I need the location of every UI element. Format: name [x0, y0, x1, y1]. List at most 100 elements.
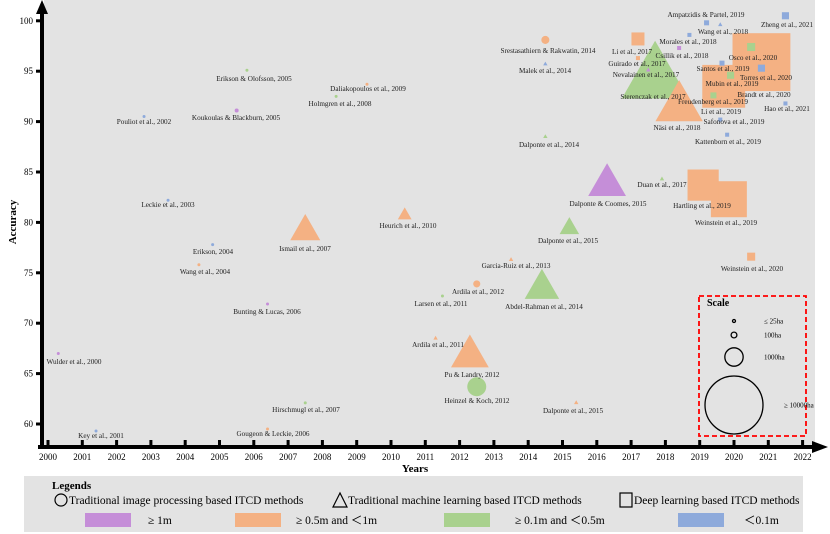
data-point-square: [710, 92, 717, 99]
x-tick-mark: [80, 440, 84, 446]
x-tick-mark: [561, 440, 564, 446]
x-tick-label: 2018: [656, 452, 675, 462]
x-tick-label: 2009: [348, 452, 367, 462]
data-point-square: [747, 42, 756, 52]
x-tick-mark: [252, 440, 256, 446]
data-point-square: [757, 64, 765, 72]
data-point-label: Mubin et al., 2019: [706, 80, 759, 88]
x-tick-label: 2010: [382, 452, 401, 462]
data-point-label: Leckie et al., 2003: [141, 201, 195, 209]
x-tick-mark: [732, 440, 736, 446]
data-point-triangle: [574, 400, 579, 405]
data-point-label: Nevalainen et al., 2017: [613, 71, 680, 79]
data-point-triangle: [397, 207, 412, 220]
x-tick-label: 2012: [451, 452, 469, 462]
x-tick-label: 2007: [279, 452, 298, 462]
x-tick-mark: [458, 440, 462, 446]
legend-resolution-label: ≥ 0.1m and ＜0.5m: [515, 515, 605, 527]
data-point-circle: [234, 108, 239, 113]
data-point-label: Heurich et al., 2010: [380, 222, 437, 230]
x-tick-mark: [423, 440, 427, 446]
data-point-triangle: [659, 176, 665, 181]
scale-label: ≤ 25ha: [764, 318, 784, 326]
data-point-label: Weinstein et al., 2020: [721, 265, 784, 273]
data-point-square: [677, 46, 682, 51]
x-tick-mark: [389, 440, 393, 446]
x-tick-label: 2015: [554, 452, 573, 462]
y-tick-label: 85: [24, 167, 34, 177]
legend-triangle-icon: [332, 491, 348, 508]
data-point-label: Ampatzidis & Partel, 2019: [667, 11, 744, 19]
x-tick-mark: [149, 440, 153, 446]
data-point-label: Erikson & Olofsson, 2005: [216, 75, 292, 83]
data-point-triangle: [450, 334, 489, 368]
x-tick-label: 2022: [794, 452, 812, 462]
x-tick-label: 2002: [108, 452, 126, 462]
data-point-triangle: [621, 40, 689, 99]
data-point-circle: [266, 427, 270, 431]
x-axis-arrow-icon: [812, 441, 828, 453]
data-point-label: Ardila et al., 2012: [452, 288, 505, 296]
data-point-circle: [541, 35, 550, 44]
y-tick-label: 95: [24, 66, 34, 76]
data-point-circle: [245, 68, 249, 72]
x-tick-mark: [320, 440, 324, 446]
y-tick-label: 90: [24, 117, 34, 127]
data-point-label: Gougeon & Leckie, 2006: [236, 430, 309, 438]
scale-circle-icon: [724, 347, 744, 367]
scale-box: Scale ≤ 25ha 100ha 1000ha ≥ 10000ha: [698, 295, 815, 437]
x-tick-label: 2016: [588, 452, 607, 462]
data-point-label: Santos et al., 2019: [697, 65, 750, 73]
x-tick-mark: [629, 440, 633, 446]
data-point-label: Li et al., 2019: [701, 108, 742, 116]
data-point-label: Srestasathiern & Rakwatin, 2014: [500, 47, 595, 55]
data-point-circle: [56, 351, 60, 355]
x-tick-mark: [286, 440, 290, 446]
data-point-label: Erikson, 2004: [193, 248, 234, 256]
data-point-square: [687, 32, 692, 37]
legend-color-swatch: [85, 513, 131, 527]
data-point-circle: [266, 302, 270, 306]
data-point-label: Holmgren et al., 2008: [309, 100, 372, 108]
x-tick-mark: [492, 440, 496, 446]
x-tick-label: 2021: [759, 452, 777, 462]
data-point-label: Koukoulas & Blackburn, 2005: [192, 114, 281, 122]
data-point-label: Dalponte & Coomes, 2015: [569, 200, 646, 208]
data-point-circle: [211, 243, 215, 247]
y-axis-title: Accuracy: [7, 199, 19, 244]
legend-shape-label: Traditional machine learning based ITCD …: [348, 495, 582, 507]
data-point-square: [635, 56, 640, 61]
x-tick-label: 2008: [313, 452, 332, 462]
x-tick-mark: [663, 440, 667, 446]
data-point-label: Bunting & Lucas, 2006: [233, 308, 301, 316]
scale-circle-icon: [731, 318, 737, 324]
x-tick-label: 2017: [622, 452, 641, 462]
data-point-label: Duan et al., 2017: [637, 181, 687, 189]
data-point-square: [704, 20, 710, 26]
data-point-label: Ismail et al., 2007: [279, 245, 331, 253]
data-point-label: Zheng et al., 2021: [761, 21, 814, 29]
data-point-label: Li et al., 2017: [612, 48, 653, 56]
data-point-label: Hartling et al., 2019: [673, 202, 731, 210]
data-point-label: Pu & Landry, 2012: [444, 371, 499, 379]
legend-color-swatch: [444, 513, 490, 527]
x-tick-label: 2005: [211, 452, 230, 462]
y-tick-mark: [36, 170, 42, 174]
data-point-triangle: [508, 257, 514, 261]
scale-circle-icon: [704, 375, 764, 435]
data-labels: Wulder et al., 2000 Key et al., 2001 Pouli…: [47, 11, 814, 440]
data-point-label: Weinstein et al., 2019: [695, 219, 758, 227]
legend-circle-icon: [54, 493, 68, 507]
x-tick-label: 2001: [73, 452, 91, 462]
data-point-label: Key et al., 2001: [78, 432, 124, 440]
x-tick-label: 2003: [142, 452, 161, 462]
y-tick-mark: [36, 19, 42, 23]
legend-shape-label: Deep learning based ITCD methods: [634, 495, 800, 507]
data-point-label: Dalponte et al., 2015: [538, 237, 598, 245]
data-point-triangle: [290, 214, 321, 241]
data-point-square: [781, 12, 789, 20]
x-tick-label: 2004: [176, 452, 195, 462]
data-point-label: Brandt et al., 2020: [737, 91, 791, 99]
x-tick-label: 2013: [485, 452, 504, 462]
